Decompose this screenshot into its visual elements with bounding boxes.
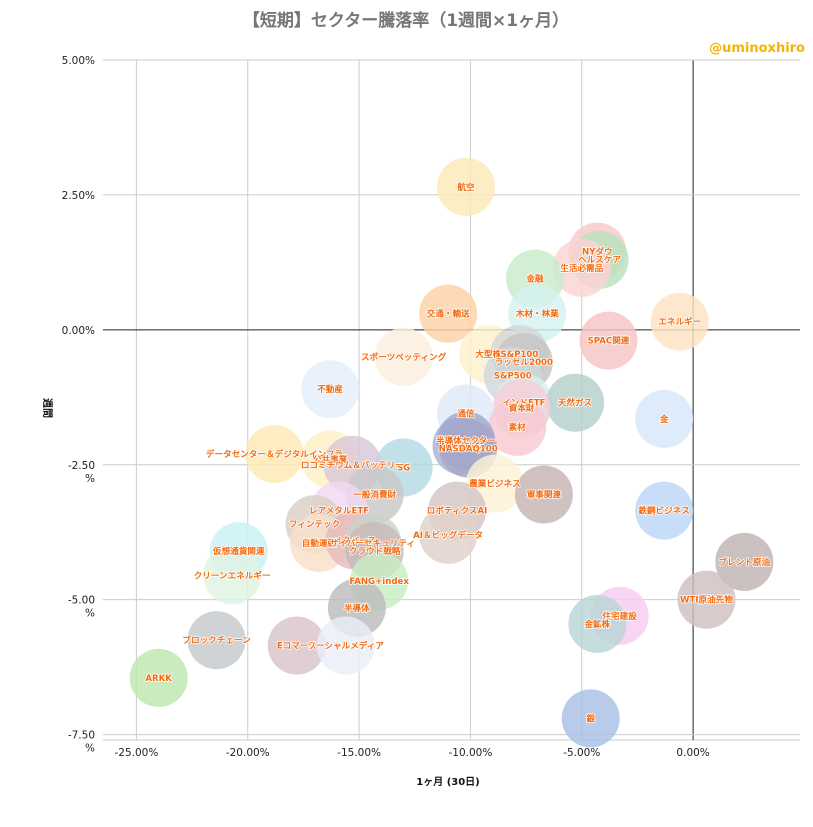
point-label: クリーンエネルギー <box>194 569 271 581</box>
point-label: インドETF <box>502 398 546 409</box>
point-label: ブレント原油 <box>719 556 771 568</box>
point-label: 住宅建設 <box>602 610 637 622</box>
point-label: 航空 <box>457 181 475 193</box>
data-point <box>635 481 694 540</box>
point-label: 農業ビジネス <box>469 478 521 490</box>
point-label: Eコマース <box>277 642 317 652</box>
point-label: NASDAQ <box>441 442 482 452</box>
point-label: 金 <box>659 413 669 425</box>
point-label: クラウド戦略 <box>349 545 401 557</box>
point-label: 仮想通貨関連 <box>212 545 265 557</box>
point-label: WTI原油先物 <box>680 594 733 606</box>
point-label: レアメタルETF <box>309 505 369 517</box>
point-label: NASDAQ100 <box>439 445 498 455</box>
x-tick-label: -20.00% <box>226 747 270 759</box>
points-layer <box>129 157 774 748</box>
data-point <box>419 505 478 564</box>
point-label: 通信 <box>457 407 475 419</box>
data-point <box>129 648 188 707</box>
data-point <box>715 532 774 591</box>
data-point <box>514 465 573 524</box>
point-label: S&P500 <box>494 372 532 382</box>
point-label: スポーツベッティング <box>361 351 447 363</box>
point-label: ロコミチウム＆バッテリー <box>301 460 404 471</box>
point-label: 大型株 <box>475 348 501 360</box>
data-point <box>374 327 433 386</box>
point-label: データセンター＆デジタルインフラ <box>206 448 343 460</box>
point-label: 軍事関連 <box>527 488 562 500</box>
point-label: AI＆ビッグデータ <box>413 529 483 541</box>
y-axis-label: 週間 <box>41 398 53 418</box>
data-point <box>579 311 638 370</box>
point-label: 銀 <box>586 712 595 724</box>
point-label: サイバーセキュリティ <box>330 538 415 549</box>
point-label: 半導体セクター <box>436 434 496 446</box>
point-label: ヘルスケア <box>578 255 621 266</box>
y-tick-label: 0.00% <box>62 325 95 337</box>
point-label: 資本財 <box>509 402 535 414</box>
data-point <box>546 373 605 432</box>
data-point <box>203 546 262 605</box>
point-label: 半導体 <box>344 602 370 614</box>
data-point <box>301 360 360 419</box>
point-label: S&P100 <box>500 350 538 360</box>
point-label: ARKK <box>145 674 172 684</box>
point-label: 生活必需品 <box>560 262 603 274</box>
point-label: 交通・輸送 <box>427 308 470 320</box>
y-tick-label: -5.00% <box>68 595 95 620</box>
point-label: フィンテック <box>289 519 340 530</box>
x-tick-label: -5.00% <box>563 747 600 759</box>
point-label: 木材・林業 <box>515 308 559 320</box>
point-label: 不動産 <box>317 383 343 395</box>
point-label: 自動運転 <box>302 537 337 549</box>
point-label: ロボティクスAI <box>427 505 488 517</box>
data-point <box>561 689 620 748</box>
data-point <box>245 424 304 483</box>
point-label: エネルギー <box>658 316 701 328</box>
point-label: 公共事業 <box>313 453 348 465</box>
data-point <box>568 594 627 653</box>
point-label: ラッセル2000 <box>495 357 553 368</box>
data-point <box>552 238 611 297</box>
data-point <box>267 616 326 675</box>
data-point <box>436 157 495 216</box>
point-label: 天然ガス <box>558 397 592 409</box>
author-handle: @uminoxhiro <box>709 41 805 56</box>
point-label: 金融 <box>525 273 544 285</box>
y-tick-label: -7.50% <box>68 730 95 755</box>
data-point <box>316 616 375 675</box>
point-label: ブロックチェーン <box>182 634 251 646</box>
point-label: NYダウ <box>582 246 613 258</box>
point-label: FANG+index <box>349 577 409 587</box>
point-label: 鉄鋼ビジネス <box>638 505 690 517</box>
point-label: 金鉱株 <box>583 618 610 630</box>
point-label: 一般消費財 <box>353 488 396 500</box>
x-tick-label: 0.00% <box>676 747 709 759</box>
x-tick-label: -10.00% <box>449 747 493 759</box>
x-axis-label: 1ヶ月 (30日) <box>416 776 480 788</box>
x-tick-label: -15.00% <box>337 747 381 759</box>
point-label: ソーシャルメディア <box>307 640 384 652</box>
data-point <box>635 389 694 448</box>
point-label: SPAC関連 <box>588 335 630 347</box>
data-point <box>488 397 547 456</box>
point-label: SG <box>397 463 410 473</box>
data-point <box>650 292 709 351</box>
y-tick-label: 5.00% <box>62 55 95 67</box>
ticks-layer: -25.00% -20.00% -15.00% -10.00% -5.00% 0.00% 5… <box>62 55 710 759</box>
y-tick-label: -2.50% <box>68 460 95 485</box>
data-point <box>187 611 246 670</box>
x-tick-label: -25.00% <box>114 747 158 759</box>
data-point <box>419 284 478 343</box>
point-label: 素材 <box>509 421 527 433</box>
y-tick-label: 2.50% <box>62 190 95 202</box>
data-point <box>677 570 736 629</box>
chart-title: 【短期】セクター騰落率（1週間×1ヶ月） <box>243 10 569 31</box>
point-label: メタバース <box>333 534 376 546</box>
